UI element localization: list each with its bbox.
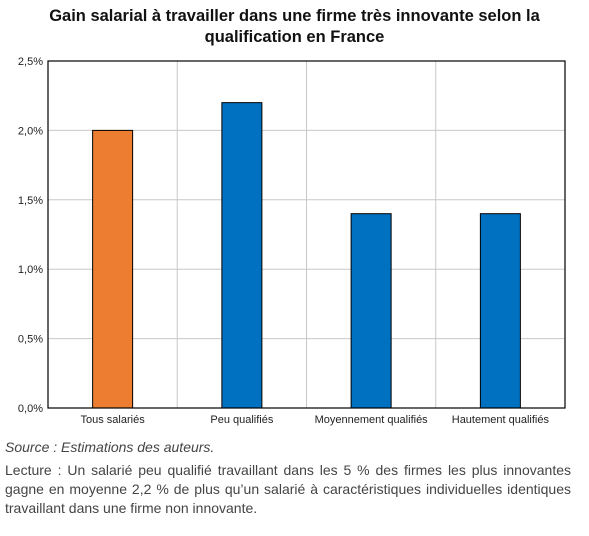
chart-title: Gain salarial à travailler dans une firm… [49, 7, 540, 46]
bars [92, 102, 521, 409]
bar-chart: 0,0% 0,5% 1,0% 1,5% 2,0% 2,5% Tous salariés Pe… [18, 56, 566, 426]
y-tick-label: 1,5% [18, 195, 43, 207]
source-note: Source : Estimations des auteurs. [5, 439, 215, 455]
x-tick-label: Hautement qualifiés [452, 414, 550, 426]
y-tick-label: 2,5% [18, 56, 43, 68]
plot-frame [47, 60, 566, 409]
x-tick-label: Peu qualifiés [210, 414, 273, 426]
y-tick-label: 0,0% [18, 403, 43, 415]
y-tick-label: 0,5% [18, 334, 43, 346]
bar-3 [350, 213, 392, 409]
bar-1 [92, 129, 134, 409]
y-tick-label: 2,0% [18, 125, 43, 137]
y-axis-ticks: 0,0% 0,5% 1,0% 1,5% 2,0% 2,5% [18, 56, 43, 415]
x-tick-label: Moyennement qualifiés [315, 414, 429, 426]
bar-2 [221, 102, 263, 409]
x-tick-label: Tous salariés [81, 414, 146, 426]
y-tick-label: 1,0% [18, 264, 43, 276]
reading-note: Lecture : Un salarié peu qualifié travai… [5, 462, 571, 516]
bar-4 [479, 213, 521, 409]
x-axis-ticks: Tous salariés Peu qualifiés Moyennement qu… [81, 414, 550, 426]
